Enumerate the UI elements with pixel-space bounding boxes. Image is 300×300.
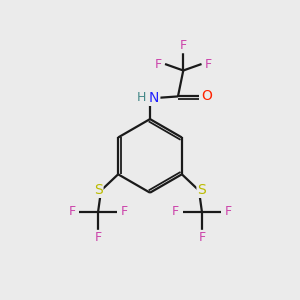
Text: H: H	[137, 92, 146, 104]
Text: N: N	[149, 91, 159, 105]
Text: F: F	[121, 205, 128, 218]
Text: F: F	[205, 58, 212, 70]
Text: F: F	[180, 39, 187, 52]
Text: S: S	[94, 183, 103, 197]
Text: F: F	[198, 231, 206, 244]
Text: F: F	[172, 205, 179, 218]
Text: O: O	[201, 89, 212, 103]
Text: F: F	[94, 231, 102, 244]
Text: F: F	[224, 205, 232, 218]
Text: F: F	[68, 205, 76, 218]
Text: F: F	[154, 58, 161, 70]
Text: S: S	[197, 183, 206, 197]
